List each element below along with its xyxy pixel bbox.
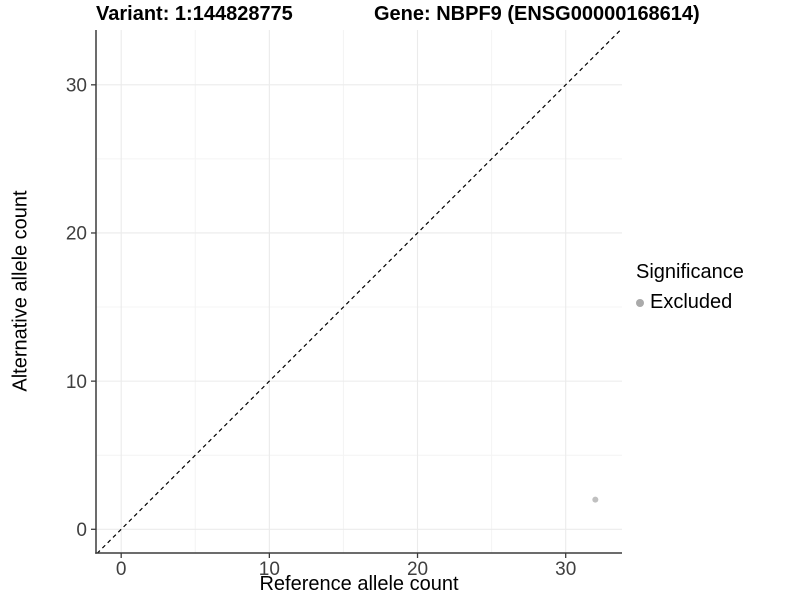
x-axis-title: Reference allele count xyxy=(259,573,459,595)
axis-lines xyxy=(95,30,622,554)
x-tick-label-20: 20 xyxy=(407,559,428,580)
identity-reference-line xyxy=(96,30,622,553)
y-tick-label-10: 10 xyxy=(66,372,87,393)
y-tick-label-0: 0 xyxy=(76,520,87,541)
legend: Significance Excluded xyxy=(636,261,744,314)
data-points xyxy=(592,496,599,503)
x-tick-label-10: 10 xyxy=(259,559,280,580)
gene-title: Gene: NBPF9 (ENSG00000168614) xyxy=(374,3,700,25)
y-tick-label-20: 20 xyxy=(66,224,87,245)
legend-item-label: Excluded xyxy=(650,291,733,313)
y-tick-label-30: 30 xyxy=(66,75,87,96)
y-axis-title: Alternative allele count xyxy=(9,190,32,392)
legend-title: Significance xyxy=(636,261,744,283)
x-axis-ticks: 0 10 20 30 xyxy=(116,553,576,580)
excluded-point-icon xyxy=(636,298,644,307)
gridlines-major xyxy=(96,30,622,553)
y-axis-ticks: 0 10 20 30 xyxy=(66,75,96,541)
legend-item-excluded: Excluded xyxy=(636,291,744,314)
x-tick-label-30: 30 xyxy=(555,559,576,580)
x-tick-label-0: 0 xyxy=(116,559,127,580)
variant-title: Variant: 1:144828775 xyxy=(96,3,293,25)
data-point-excluded-32-2 xyxy=(592,496,599,503)
gridlines-minor xyxy=(96,30,622,553)
